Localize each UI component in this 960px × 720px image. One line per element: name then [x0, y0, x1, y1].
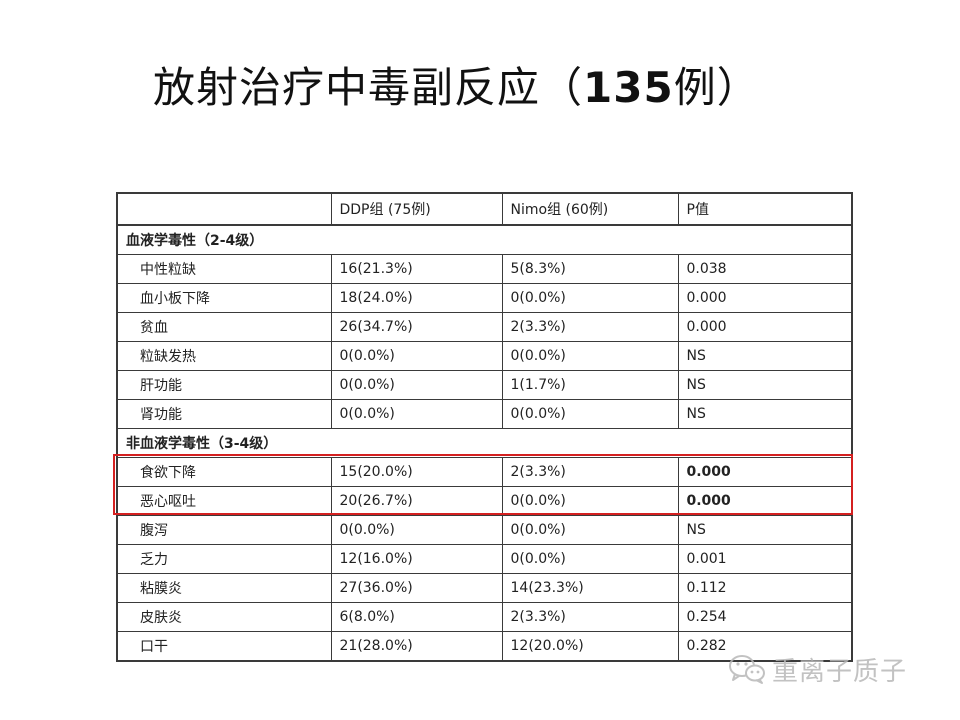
p-value-cell: 0.000 — [677, 486, 853, 516]
row-label: 肝功能 — [116, 370, 332, 400]
section-row-hematologic: 血液学毒性（2-4级） — [116, 224, 853, 255]
row-label: 粘膜炎 — [116, 573, 332, 603]
watermark: 重离子质子 — [728, 652, 908, 687]
nimo-cell: 2(3.3%) — [501, 457, 679, 487]
ddp-cell: 12(16.0%) — [330, 544, 503, 574]
ddp-cell: 15(20.0%) — [330, 457, 503, 487]
p-value-cell: 0.001 — [677, 544, 853, 574]
title-suffix: 例） — [673, 63, 760, 112]
table-row: 口干 21(28.0%) 12(20.0%) 0.282 — [116, 631, 853, 662]
nimo-cell: 0(0.0%) — [501, 399, 679, 429]
nimo-cell: 2(3.3%) — [501, 602, 679, 632]
p-value-cell: NS — [677, 399, 853, 429]
wechat-logo-icon — [729, 655, 765, 684]
section-row-nonhematologic: 非血液学毒性（3-4级） — [116, 428, 853, 458]
watermark-text: 重离子质子 — [772, 656, 908, 687]
ddp-cell: 6(8.0%) — [330, 602, 503, 632]
nimo-cell: 2(3.3%) — [501, 312, 679, 342]
nimo-cell: 0(0.0%) — [501, 515, 679, 545]
section-label-hematologic: 血液学毒性（2-4级） — [116, 224, 853, 255]
row-label: 食欲下降 — [116, 457, 332, 487]
table-row: 肾功能 0(0.0%) 0(0.0%) NS — [116, 399, 853, 429]
p-value-cell: NS — [677, 370, 853, 400]
row-label: 恶心呕吐 — [116, 486, 332, 516]
ddp-cell: 0(0.0%) — [330, 515, 503, 545]
ddp-cell: 26(34.7%) — [330, 312, 503, 342]
p-value-cell: NS — [677, 341, 853, 371]
nimo-cell: 0(0.0%) — [501, 486, 679, 516]
table-row: 腹泻 0(0.0%) 0(0.0%) NS — [116, 515, 853, 545]
table-header-row: DDP组 (75例) Nimo组 (60例) P值 — [116, 192, 853, 226]
nimo-cell: 1(1.7%) — [501, 370, 679, 400]
header-cell-blank — [116, 192, 332, 226]
row-label: 粒缺发热 — [116, 341, 332, 371]
row-label: 腹泻 — [116, 515, 332, 545]
row-label: 肾功能 — [116, 399, 332, 429]
p-value-cell: 0.254 — [677, 602, 853, 632]
row-label: 乏力 — [116, 544, 332, 574]
section-label-nonhematologic: 非血液学毒性（3-4级） — [116, 428, 853, 458]
nimo-cell: 0(0.0%) — [501, 341, 679, 371]
table-row: 粘膜炎 27(36.0%) 14(23.3%) 0.112 — [116, 573, 853, 603]
ddp-cell: 0(0.0%) — [330, 370, 503, 400]
table-row-highlighted: 恶心呕吐 20(26.7%) 0(0.0%) 0.000 — [116, 486, 853, 516]
p-value-cell: NS — [677, 515, 853, 545]
table-row: 贫血 26(34.7%) 2(3.3%) 0.000 — [116, 312, 853, 342]
table-row: 中性粒缺 16(21.3%) 5(8.3%) 0.038 — [116, 254, 853, 284]
row-label: 口干 — [116, 631, 332, 662]
ddp-cell: 27(36.0%) — [330, 573, 503, 603]
header-cell-nimo: Nimo组 (60例) — [501, 192, 679, 226]
header-cell-p-value: P值 — [677, 192, 853, 226]
ddp-cell: 20(26.7%) — [330, 486, 503, 516]
row-label: 皮肤炎 — [116, 602, 332, 632]
nimo-cell: 0(0.0%) — [501, 544, 679, 574]
p-value-cell: 0.282 — [677, 631, 853, 662]
table-row: 皮肤炎 6(8.0%) 2(3.3%) 0.254 — [116, 602, 853, 632]
row-label: 中性粒缺 — [116, 254, 332, 284]
ddp-cell: 18(24.0%) — [330, 283, 503, 313]
nimo-cell: 0(0.0%) — [501, 283, 679, 313]
toxicity-table: DDP组 (75例) Nimo组 (60例) P值 血液学毒性（2-4级） 中性… — [116, 192, 853, 662]
row-label: 血小板下降 — [116, 283, 332, 313]
p-value-cell: 0.000 — [677, 457, 853, 487]
p-value-cell: 0.112 — [677, 573, 853, 603]
nimo-cell: 12(20.0%) — [501, 631, 679, 662]
header-cell-ddp: DDP组 (75例) — [330, 192, 503, 226]
table-row: 血小板下降 18(24.0%) 0(0.0%) 0.000 — [116, 283, 853, 313]
table-row-highlighted: 食欲下降 15(20.0%) 2(3.3%) 0.000 — [116, 457, 853, 487]
title-count: 135 — [583, 63, 674, 112]
ddp-cell: 16(21.3%) — [330, 254, 503, 284]
ddp-cell: 0(0.0%) — [330, 399, 503, 429]
nimo-cell: 5(8.3%) — [501, 254, 679, 284]
table-row: 乏力 12(16.0%) 0(0.0%) 0.001 — [116, 544, 853, 574]
p-value-cell: 0.000 — [677, 312, 853, 342]
table-row: 粒缺发热 0(0.0%) 0(0.0%) NS — [116, 341, 853, 371]
p-value-cell: 0.000 — [677, 283, 853, 313]
table-row: 肝功能 0(0.0%) 1(1.7%) NS — [116, 370, 853, 400]
p-value-cell: 0.038 — [677, 254, 853, 284]
title-text: 放射治疗中毒副反应（ — [153, 63, 584, 112]
ddp-cell: 0(0.0%) — [330, 341, 503, 371]
nimo-cell: 14(23.3%) — [501, 573, 679, 603]
ddp-cell: 21(28.0%) — [330, 631, 503, 662]
row-label: 贫血 — [116, 312, 332, 342]
slide-title: 放射治疗中毒副反应（135例） — [153, 60, 853, 116]
